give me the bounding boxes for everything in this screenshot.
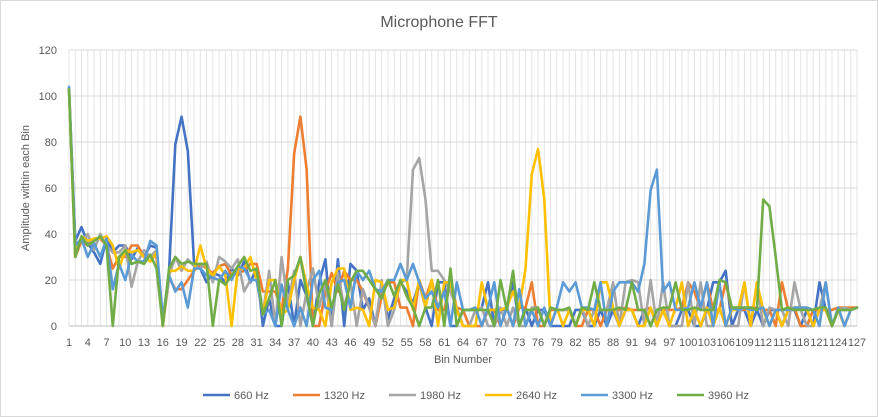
series-lines bbox=[67, 85, 859, 328]
x-tick-label: 94 bbox=[644, 337, 656, 349]
y-tick-label: 60 bbox=[45, 183, 57, 195]
x-tick-label: 43 bbox=[326, 337, 338, 349]
x-axis-title: Bin Number bbox=[434, 354, 492, 366]
x-tick-label: 40 bbox=[307, 337, 319, 349]
x-tick-label: 1 bbox=[66, 337, 72, 349]
x-tick-label: 127 bbox=[848, 337, 866, 349]
legend-label: 660 Hz bbox=[234, 390, 269, 402]
y-tick-label: 20 bbox=[45, 275, 57, 287]
chart-title: Microphone FFT bbox=[380, 14, 498, 31]
x-tick-label: 85 bbox=[588, 337, 600, 349]
x-tick-label: 121 bbox=[810, 337, 828, 349]
y-tick-label: 40 bbox=[45, 229, 57, 241]
legend-label: 3960 Hz bbox=[708, 390, 749, 402]
legend-label: 1980 Hz bbox=[420, 390, 461, 402]
x-tick-label: 106 bbox=[716, 337, 734, 349]
y-tick-label: 80 bbox=[45, 137, 57, 149]
legend-label: 2640 Hz bbox=[516, 390, 557, 402]
x-tick-label: 22 bbox=[194, 337, 206, 349]
x-tick-label: 19 bbox=[175, 337, 187, 349]
y-tick-label: 120 bbox=[39, 45, 57, 57]
x-tick-label: 34 bbox=[269, 337, 281, 349]
x-tick-label: 46 bbox=[344, 337, 356, 349]
x-axis-tick-labels: 1 4 7 10 13 16 19 22 25 28 31 34 37 40 43 46 49 52 55 58 61 6… bbox=[66, 337, 866, 349]
x-tick-label: 16 bbox=[157, 337, 169, 349]
x-tick-label: 100 bbox=[679, 337, 697, 349]
y-axis-tick-labels: 0 20 40 60 80 100 120 bbox=[39, 45, 57, 333]
legend-label: 3300 Hz bbox=[612, 390, 653, 402]
x-tick-label: 118 bbox=[792, 337, 810, 349]
x-tick-label: 115 bbox=[773, 337, 791, 349]
series-line-3960-hz bbox=[67, 87, 859, 328]
x-tick-label: 37 bbox=[288, 337, 300, 349]
y-tick-label: 100 bbox=[39, 91, 57, 103]
x-tick-label: 124 bbox=[829, 337, 847, 349]
grid-lines bbox=[68, 49, 858, 327]
legend-label: 1320 Hz bbox=[324, 390, 365, 402]
x-tick-label: 88 bbox=[607, 337, 619, 349]
x-tick-label: 49 bbox=[363, 337, 375, 349]
x-tick-label: 10 bbox=[119, 337, 131, 349]
x-tick-label: 58 bbox=[419, 337, 431, 349]
x-tick-label: 67 bbox=[476, 337, 488, 349]
x-tick-label: 76 bbox=[532, 337, 544, 349]
x-tick-label: 4 bbox=[85, 337, 91, 349]
x-tick-label: 64 bbox=[457, 337, 469, 349]
x-tick-label: 79 bbox=[551, 337, 563, 349]
x-tick-label: 31 bbox=[250, 337, 262, 349]
x-tick-label: 91 bbox=[626, 337, 638, 349]
x-tick-label: 109 bbox=[735, 337, 753, 349]
x-tick-label: 25 bbox=[213, 337, 225, 349]
x-tick-label: 97 bbox=[663, 337, 675, 349]
x-tick-label: 103 bbox=[698, 337, 716, 349]
x-tick-label: 73 bbox=[513, 337, 525, 349]
legend: 660 Hz 1320 Hz 1980 Hz 2640 Hz 3300 Hz 3960 H… bbox=[203, 390, 749, 402]
x-tick-label: 70 bbox=[494, 337, 506, 349]
y-axis-title: Amplitude within each Bin bbox=[20, 125, 32, 251]
x-tick-label: 55 bbox=[401, 337, 413, 349]
x-tick-label: 82 bbox=[569, 337, 581, 349]
x-tick-label: 61 bbox=[438, 337, 450, 349]
x-tick-label: 13 bbox=[138, 337, 150, 349]
x-tick-label: 112 bbox=[754, 337, 772, 349]
y-tick-label: 0 bbox=[51, 321, 57, 333]
x-tick-label: 52 bbox=[382, 337, 394, 349]
x-tick-label: 7 bbox=[103, 337, 109, 349]
x-tick-label: 28 bbox=[232, 337, 244, 349]
